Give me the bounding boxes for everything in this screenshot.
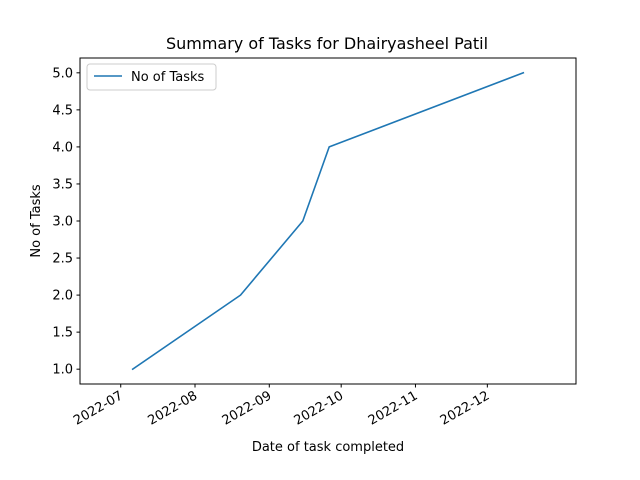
- legend: No of Tasks: [86, 63, 217, 91]
- y-axis-ticks: 1.0 1.5 2.0 2.5 3.0 3.5 4.0 4.5 5.0: [52, 66, 80, 378]
- y-tick-label: 2.5: [52, 252, 73, 267]
- chart-title: Summary of Tasks for Dhairyasheel Patil: [166, 34, 488, 53]
- y-tick-label: 1.0: [52, 363, 73, 378]
- y-axis-label: No of Tasks: [29, 184, 44, 258]
- y-tick-label: 4.5: [52, 103, 73, 118]
- y-tick-label: 3.0: [52, 215, 73, 230]
- y-tick-label: 1.5: [52, 326, 73, 341]
- legend-box: [86, 63, 217, 91]
- y-tick-label: 3.5: [52, 177, 73, 192]
- x-axis-label: Date of task completed: [252, 440, 404, 455]
- series-layer: [131, 71, 525, 371]
- plot-area-frame: [79, 57, 577, 385]
- y-tick-label: 5.0: [52, 66, 73, 81]
- legend-label: No of Tasks: [131, 70, 205, 85]
- y-tick-label: 4.0: [52, 140, 73, 155]
- series-line-0: [131, 71, 525, 371]
- y-tick-label: 2.0: [52, 289, 73, 304]
